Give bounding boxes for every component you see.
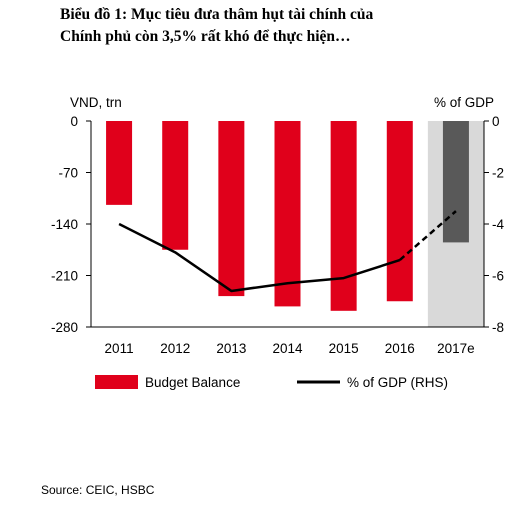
bar-2016 <box>386 121 413 302</box>
right-tick-label: -6 <box>492 269 504 284</box>
x-tick-label: 2014 <box>272 341 303 356</box>
bar-2012 <box>162 121 189 250</box>
chart-title-line2: Chính phủ còn 3,5% rất khó để thực hiện… <box>60 28 351 45</box>
left-tick-label: -140 <box>51 217 78 232</box>
right-tick-label: -4 <box>492 217 504 232</box>
legend-label-budget-balance: Budget Balance <box>145 375 240 390</box>
bar-2017e <box>442 121 469 243</box>
legend-swatch-budget-balance <box>95 375 138 389</box>
source-note: Source: CEIC, HSBC <box>41 483 155 497</box>
chart-title-line1: Biểu đồ 1: Mục tiêu đưa thâm hụt tài chí… <box>60 6 374 23</box>
bar-2011 <box>106 121 133 205</box>
budget-balance-chart: 0 -70 -140 -210 -280 0 -2 -4 -6 -8 VND, trn % of GD… <box>51 95 505 390</box>
right-tick-label: 0 <box>492 114 500 129</box>
bar-2013 <box>218 121 245 297</box>
x-tick-label: 2011 <box>105 341 134 356</box>
chart-title: Biểu đồ 1: Mục tiêu đưa thâm hụt tài chí… <box>60 4 460 48</box>
left-axis-label: VND, trn <box>70 95 122 110</box>
x-tick-label: 2013 <box>216 341 246 356</box>
x-tick-label: 2017e <box>437 341 475 356</box>
legend-label-gdp: % of GDP (RHS) <box>347 375 448 390</box>
gdp-line-estimate <box>398 210 457 261</box>
left-tick-label: -70 <box>58 166 78 181</box>
right-tick-label: -8 <box>492 320 504 335</box>
right-axis-label: % of GDP <box>434 95 494 110</box>
right-tick-label: -2 <box>492 166 504 181</box>
gdp-line <box>118 222 401 293</box>
x-tick-label: 2012 <box>160 341 190 356</box>
x-tick-label: 2016 <box>385 341 415 356</box>
left-tick-label: 0 <box>70 114 78 129</box>
x-tick-label: 2015 <box>329 341 359 356</box>
bar-2014 <box>274 121 301 307</box>
bar-2015 <box>330 121 357 311</box>
left-tick-label: -280 <box>51 320 78 335</box>
left-tick-label: -210 <box>51 269 78 284</box>
